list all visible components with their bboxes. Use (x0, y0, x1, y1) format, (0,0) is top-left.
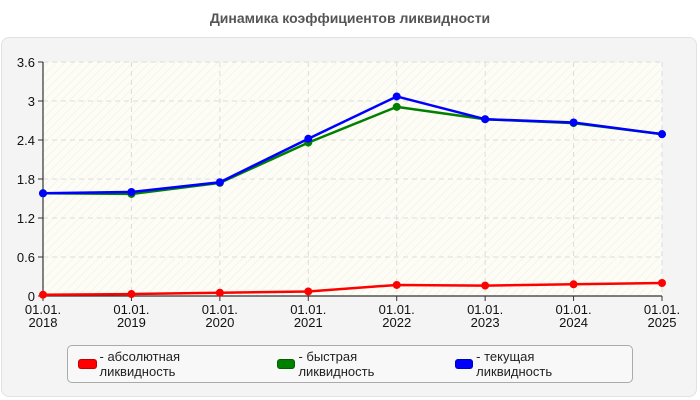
x-tick-label: 2022 (382, 315, 411, 330)
y-tick-label: 1.2 (17, 211, 35, 226)
x-tick-label: 2025 (648, 315, 677, 330)
data-point (39, 189, 47, 198)
data-point (304, 287, 313, 296)
chart-title: Динамика коэффициентов ликвидности (209, 10, 491, 26)
data-point (215, 288, 224, 297)
data-point (304, 134, 313, 143)
x-tick-label: 2024 (559, 315, 588, 330)
x-tick-label: 01.01. (379, 302, 415, 317)
series-line (39, 279, 666, 299)
data-point (127, 290, 136, 299)
y-tick-label: 3 (28, 94, 35, 109)
data-series (39, 92, 666, 299)
x-tick-label: 2021 (294, 315, 323, 330)
y-tick-label: 1.8 (17, 172, 35, 187)
legend-label: - абсолютная ликвидность (99, 349, 181, 379)
x-tick-label: 2019 (117, 315, 146, 330)
x-tick-label: 01.01. (467, 302, 503, 317)
data-point (215, 178, 224, 187)
grid-lines (43, 61, 663, 296)
legend-item-quick: - быстрая ликвидность (276, 349, 433, 379)
data-point (127, 188, 136, 196)
red-swatch-icon (78, 359, 97, 369)
data-point (569, 280, 578, 289)
x-tick-label: 01.01. (202, 302, 238, 317)
legend-item-current: - текущая ликвидность (454, 349, 610, 379)
data-point (392, 92, 401, 101)
y-tick-label: 0.6 (17, 250, 35, 265)
data-point (569, 118, 578, 127)
legend: - абсолютная ликвидность - быстрая ликви… (67, 345, 633, 383)
data-point (658, 279, 666, 287)
data-point (392, 102, 401, 111)
x-tick-label: 01.01. (644, 302, 680, 317)
data-point (392, 280, 401, 289)
data-point (658, 130, 666, 139)
y-tick-label: 0 (28, 289, 35, 304)
axes: 00.61.21.82.433.601.01.201801.01.201901.… (17, 55, 680, 330)
x-tick-label: 01.01. (555, 302, 591, 317)
x-tick-label: 2020 (205, 315, 234, 330)
series-line (39, 92, 666, 198)
y-tick-label: 3.6 (17, 55, 35, 70)
blue-swatch-icon (454, 359, 474, 369)
data-point (39, 290, 47, 299)
x-tick-label: 01.01. (113, 302, 149, 317)
legend-label: - быстрая ликвидность (298, 349, 375, 379)
legend-item-absolute: - абсолютная ликвидность (78, 349, 255, 379)
x-tick-label: 01.01. (290, 302, 326, 317)
y-tick-label: 2.4 (17, 133, 35, 148)
green-swatch-icon (276, 359, 296, 369)
x-tick-label: 01.01. (25, 302, 61, 317)
x-tick-label: 2023 (471, 315, 500, 330)
x-tick-label: 2018 (29, 315, 58, 330)
legend-label: - текущая ликвидность (476, 349, 553, 379)
data-point (481, 115, 490, 124)
data-point (481, 281, 490, 290)
